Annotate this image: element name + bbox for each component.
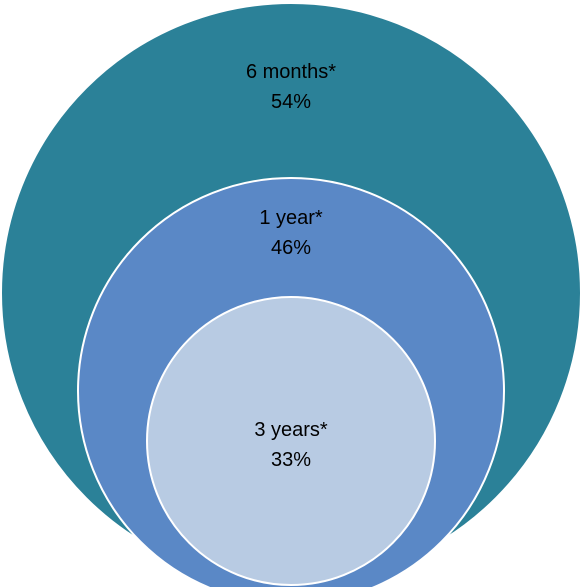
ring-1-year-name: 1 year*: [259, 207, 323, 229]
ring-6-months-name: 6 months*: [246, 61, 336, 83]
ring-3-years-value: 33%: [271, 449, 311, 471]
ring-3-years: [146, 296, 436, 586]
ring-1-year-value: 46%: [271, 237, 311, 259]
ring-6-months-value: 54%: [271, 91, 311, 113]
ring-3-years-name: 3 years*: [254, 419, 328, 441]
